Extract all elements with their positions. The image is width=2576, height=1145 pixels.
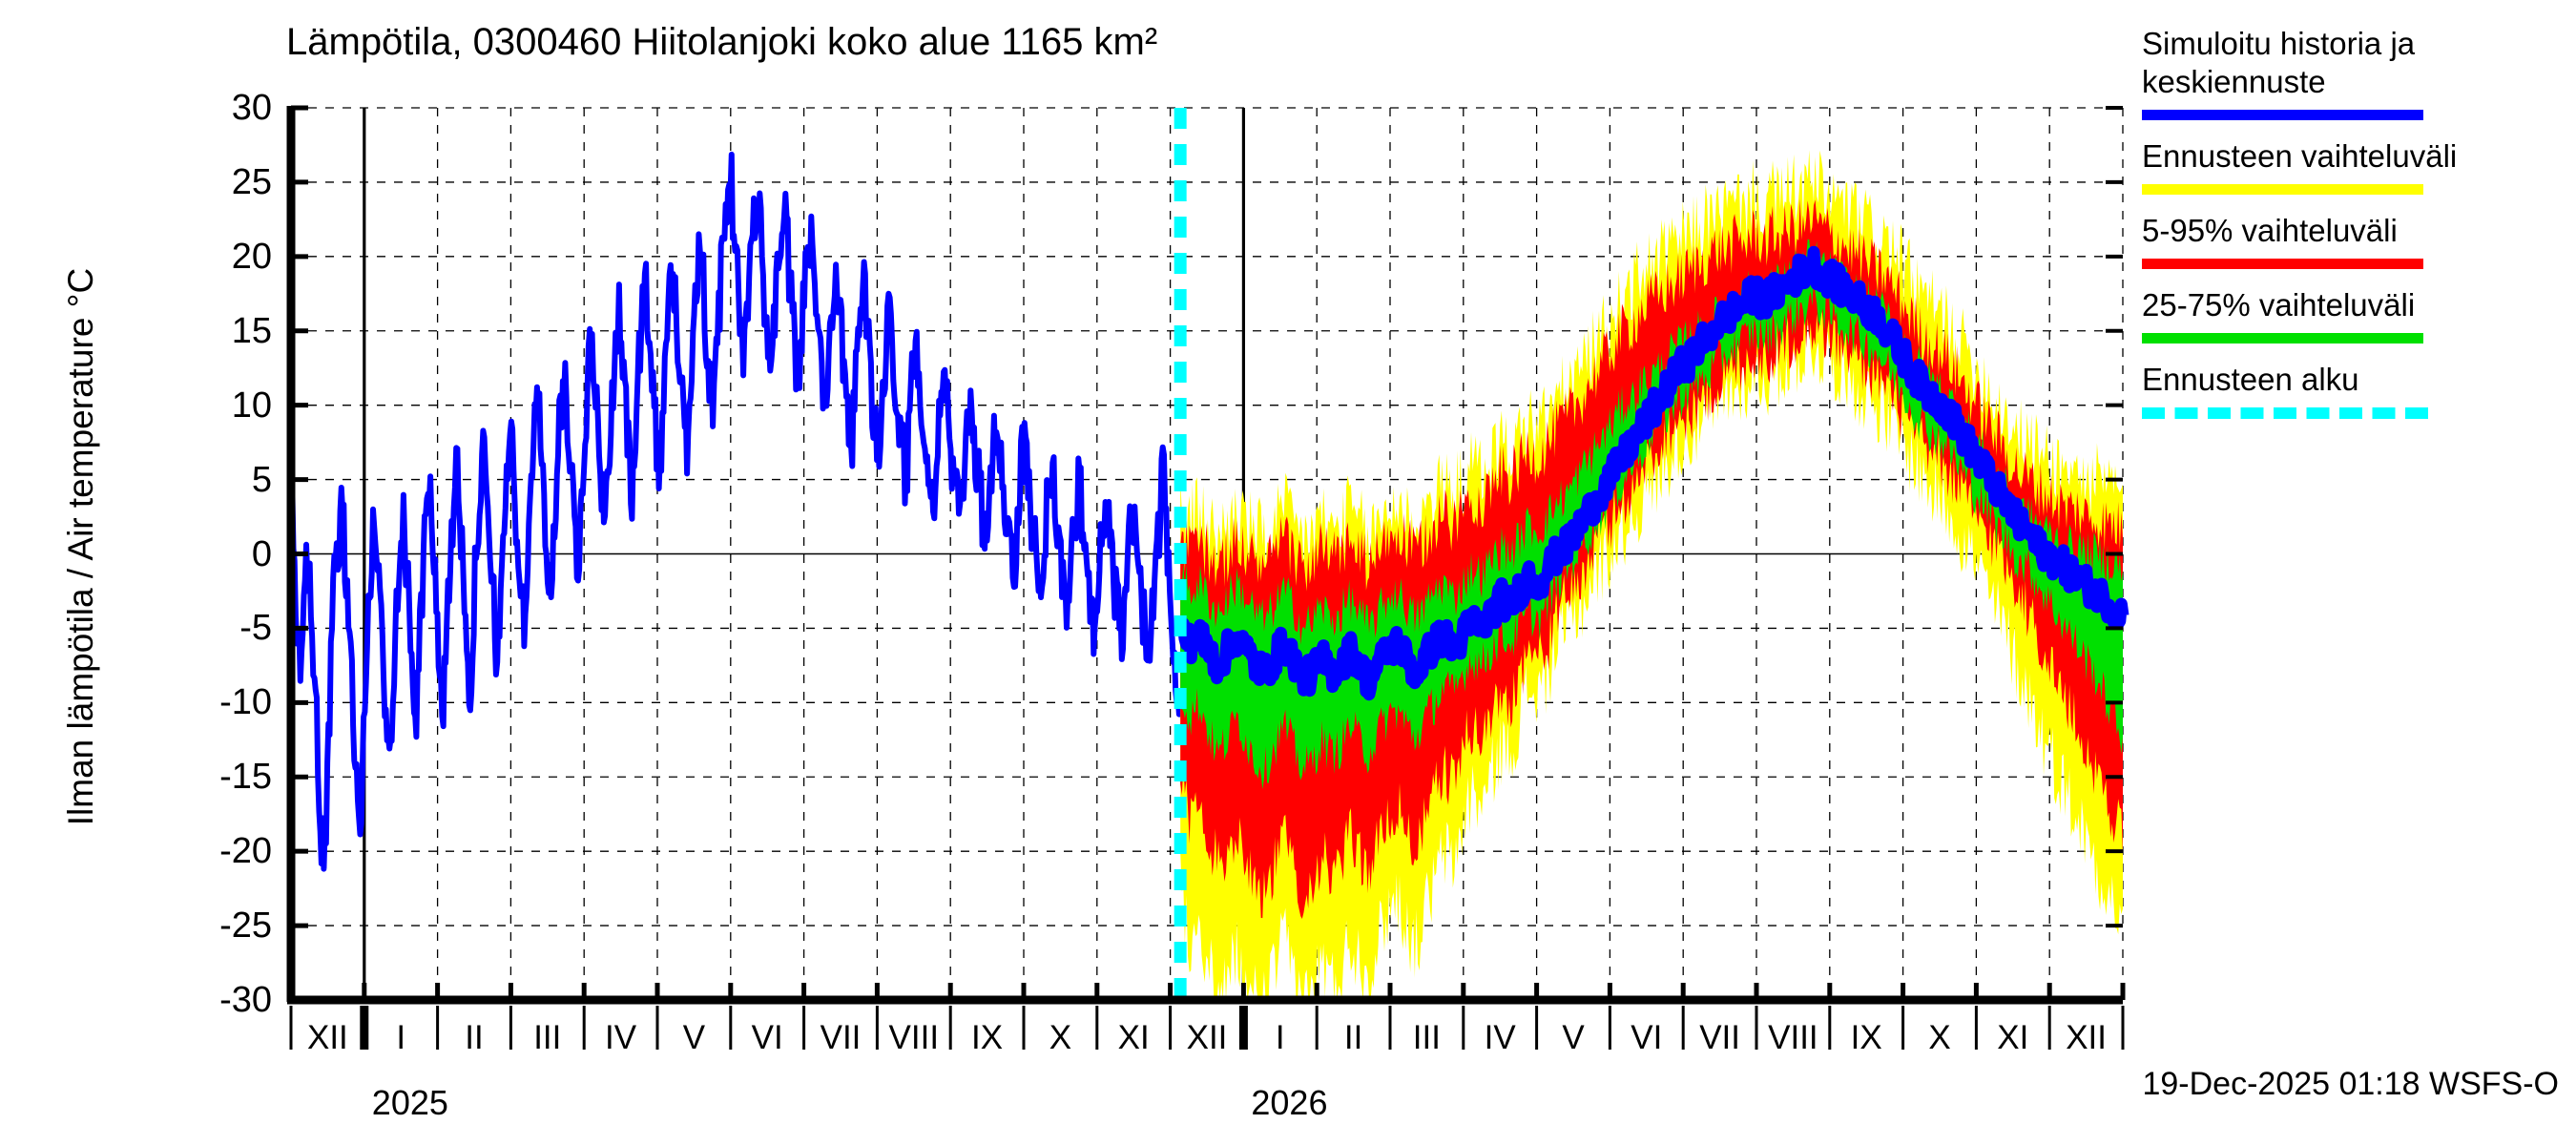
x-tick-1: I [396,1019,406,1056]
y-tick-0: 0 [251,533,272,574]
legend-swatch-p5-95 [2142,259,2423,269]
x-tick-10: X [1049,1019,1072,1056]
x-tick-22: X [1928,1019,1951,1056]
history-mean-line [288,151,1184,872]
y-tick-20: 20 [231,236,272,277]
x-tick-2: II [465,1019,484,1056]
legend-item-p25-75: 25-75% vaihteluväli [2142,286,2571,344]
x-tick-19: VII [1699,1019,1740,1056]
forecast-band-p25-75 [1180,239,2123,790]
x-tick-15: III [1412,1019,1441,1056]
x-tick-8: VIII [888,1019,940,1056]
x-tick-18: VI [1631,1019,1663,1056]
x-tick-14: II [1343,1019,1363,1056]
forecast-mean-line [1174,245,2129,701]
x-tick-6: VI [751,1019,783,1056]
legend-label-forecast-start: Ennusteen alku [2142,362,2359,397]
x-tick-7: VII [820,1019,862,1056]
legend-item-range: Ennusteen vaihteluväli [2142,137,2571,195]
y-tick--15: -15 [219,757,272,798]
x-tick-4: IV [605,1019,637,1056]
year-label-2025: 2025 [371,1083,448,1122]
legend-item-forecast-start: Ennusteen alku [2142,361,2571,419]
y-axis-tick-labels: 30 25 20 15 10 5 0 -5 -10 -15 -20 -25 -30 [148,0,272,1145]
x-tick-16: IV [1484,1019,1516,1056]
legend-label-p5-95: 5-95% vaihteluväli [2142,213,2398,248]
x-tick-24: XII [2066,1019,2107,1056]
legend-swatch-forecast-start [2142,407,2428,419]
y-tick-10: 10 [231,385,272,426]
legend-swatch-range [2142,184,2423,195]
y-tick-15: 15 [231,310,272,351]
x-tick-13: I [1275,1019,1285,1056]
y-tick-25: 25 [231,161,272,202]
x-tick-17: V [1562,1019,1585,1056]
legend-item-p5-95: 5-95% vaihteluväli [2142,212,2571,269]
x-tick-12: XII [1186,1019,1228,1056]
y-tick--10: -10 [219,682,272,723]
x-tick-3: III [533,1019,562,1056]
x-tick-23: XI [1997,1019,2029,1056]
page-title: Lämpötila, 0300460 Hiitolanjoki koko alu… [286,21,1158,63]
timestamp: 19-Dec-2025 01:18 WSFS-O [2142,1066,2559,1102]
x-tick-0: XII [306,1019,348,1056]
legend: Simuloitu historia ja keskiennuste Ennus… [2142,25,2571,436]
legend-label-mean: Simuloitu historia ja keskiennuste [2142,26,2416,99]
y-tick-5: 5 [251,459,272,500]
legend-label-p25-75: 25-75% vaihteluväli [2142,287,2416,323]
y-tick-30: 30 [231,88,272,128]
forecast-band-p5-95 [1180,198,2123,920]
y-tick--30: -30 [219,980,272,1020]
legend-item-mean: Simuloitu historia ja keskiennuste [2142,25,2571,120]
legend-label-range: Ennusteen vaihteluväli [2142,138,2458,174]
x-tick-20: VIII [1768,1019,1818,1056]
x-tick-11: XI [1117,1019,1150,1056]
x-tick-9: IX [971,1019,1004,1056]
x-tick-5: V [682,1019,706,1056]
year-label-2026: 2026 [1251,1083,1328,1122]
y-tick--25: -25 [219,906,272,947]
data-layers [288,108,2129,1001]
legend-swatch-p25-75 [2142,333,2423,344]
y-tick--5: -5 [239,608,272,649]
x-tick-21: IX [1850,1019,1882,1056]
legend-swatch-mean [2142,110,2423,120]
y-tick--20: -20 [219,831,272,872]
axis-frame [286,105,2126,1050]
